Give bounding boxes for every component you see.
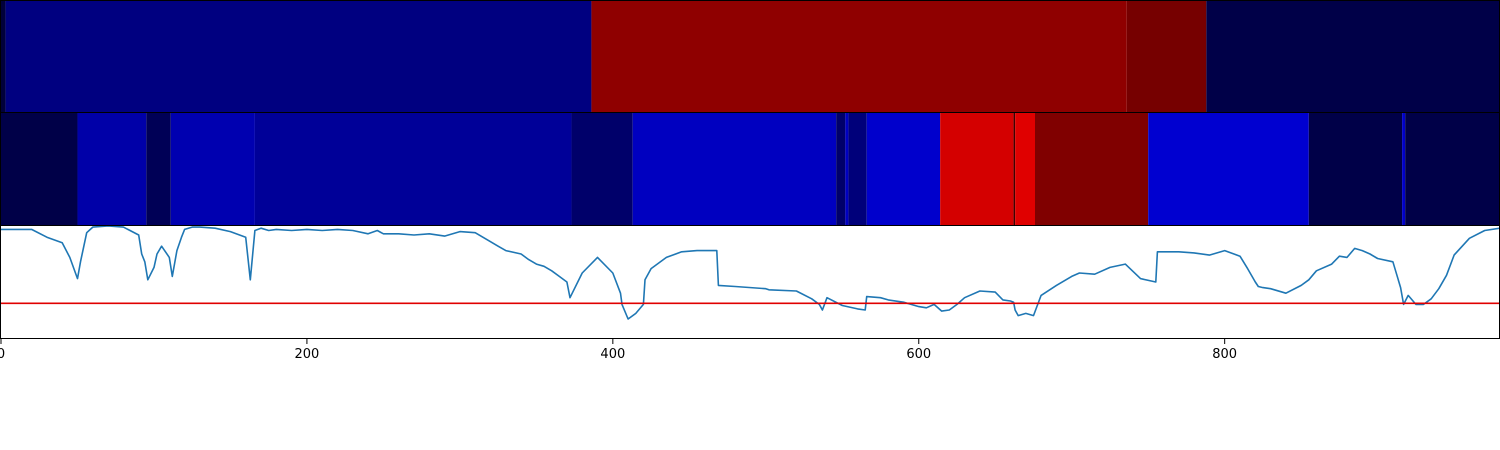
- segment-rect: [866, 113, 941, 225]
- segment-rect: [1308, 113, 1403, 225]
- segment-rect: [848, 113, 867, 225]
- segment-rect: [254, 113, 572, 225]
- segment-rect: [1126, 1, 1207, 112]
- segment-rect: [1405, 113, 1500, 225]
- x-axis: 0 200 400 600 800: [0, 339, 1237, 362]
- signal-line: [1, 226, 1500, 320]
- segmentation-track-1: [0, 0, 1500, 113]
- x-tick-label: 800: [1212, 347, 1237, 362]
- segment-rect: [1013, 113, 1016, 225]
- segment-rect: [591, 1, 1127, 112]
- segmentation-track-2: [0, 112, 1500, 226]
- segment-rect: [146, 113, 171, 225]
- signal-line-panel: [0, 225, 1500, 339]
- line-panel-background: [0, 225, 1500, 339]
- segment-rect: [836, 113, 846, 225]
- segment-rect: [1, 113, 78, 225]
- segment-rect: [1015, 113, 1036, 225]
- segment-rect: [845, 113, 849, 225]
- segment-rect: [940, 113, 1014, 225]
- segment-rect: [1206, 1, 1500, 112]
- x-tick-label: 400: [600, 347, 625, 362]
- segment-rect: [571, 113, 633, 225]
- segment-rect: [1148, 113, 1309, 225]
- segment-rect: [77, 113, 147, 225]
- segment-rect: [1402, 113, 1406, 225]
- segment-rect: [5, 1, 592, 112]
- segment-rect: [1, 1, 6, 112]
- segment-rect: [632, 113, 837, 225]
- x-tick-label: 0: [0, 347, 5, 362]
- segmentation-panels: [0, 0, 1500, 226]
- x-tick-label: 200: [295, 347, 320, 362]
- segment-rect: [1035, 113, 1149, 225]
- segment-rect: [170, 113, 255, 225]
- x-tick-label: 600: [906, 347, 931, 362]
